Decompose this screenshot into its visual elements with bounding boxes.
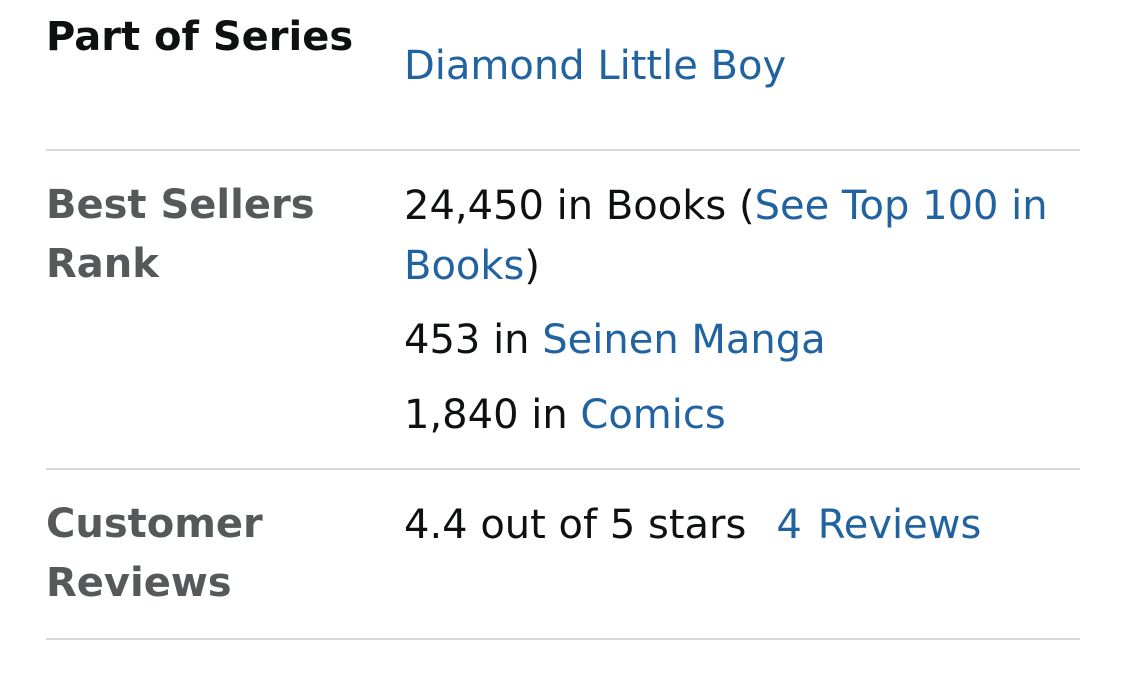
rank-seinen-text: 453 in: [404, 317, 543, 363]
seinen-manga-link[interactable]: Seinen Manga: [542, 317, 826, 363]
rank-line-books: 24,450 in Books (See Top 100 in Books): [404, 176, 1080, 296]
product-details-table: Part of Series Diamond Little Boy Best S…: [46, 0, 1080, 640]
rank-line-comics: 1,840 in Comics: [404, 385, 1080, 445]
rank-books-text: 24,450 in Books (: [404, 183, 755, 229]
detail-row-series: Part of Series Diamond Little Boy: [46, 0, 1080, 151]
rank-books-suffix: ): [524, 243, 540, 289]
detail-row-best-sellers-rank: Best Sellers Rank 24,450 in Books (See T…: [46, 151, 1080, 470]
rank-comics-text: 1,840 in: [404, 392, 581, 438]
series-value: Diamond Little Boy: [404, 0, 1080, 149]
comics-link[interactable]: Comics: [580, 392, 726, 438]
detail-row-customer-reviews: Customer Reviews 4.4 out of 5 stars 4 Revi…: [46, 470, 1080, 640]
best-sellers-rank-values: 24,450 in Books (See Top 100 in Books) 4…: [404, 151, 1080, 468]
customer-reviews-value: 4.4 out of 5 stars 4 Reviews: [404, 470, 1080, 638]
see-top-100-books-link[interactable]: See Top 100 in Books: [404, 183, 1048, 289]
series-label: Part of Series: [46, 14, 354, 60]
best-sellers-rank-label: Best Sellers Rank: [46, 182, 315, 287]
series-link[interactable]: Diamond Little Boy: [404, 43, 787, 89]
rating-text: 4.4 out of 5 stars: [404, 502, 747, 548]
rank-line-seinen-manga: 453 in Seinen Manga: [404, 310, 1080, 370]
review-count-label: Reviews: [817, 502, 982, 548]
reviews-link[interactable]: 4 Reviews: [776, 502, 981, 548]
customer-reviews-label: Customer Reviews: [46, 501, 263, 606]
review-count: 4: [776, 502, 802, 548]
